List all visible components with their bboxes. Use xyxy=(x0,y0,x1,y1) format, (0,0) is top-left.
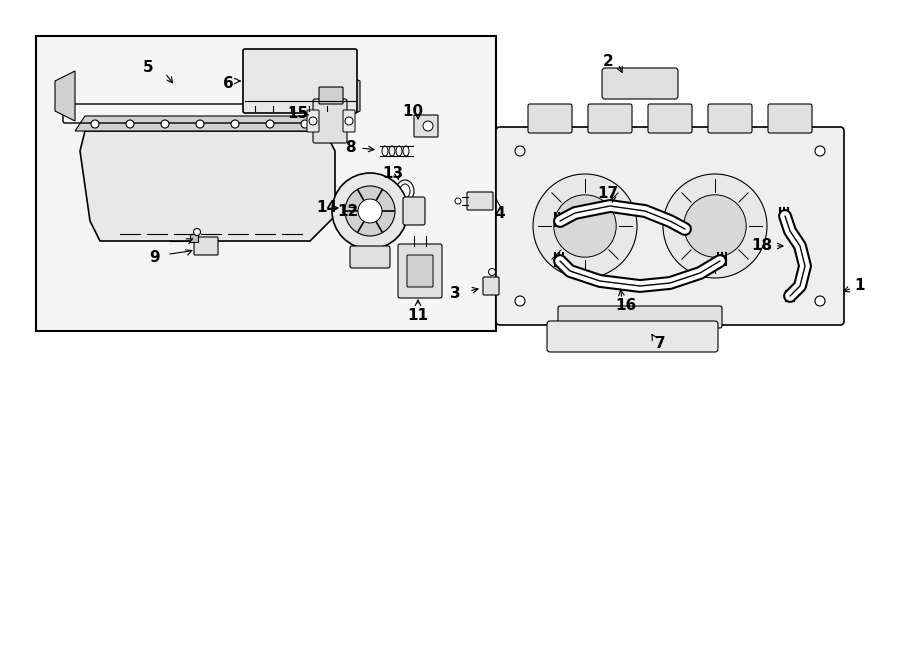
Circle shape xyxy=(301,120,309,128)
FancyBboxPatch shape xyxy=(496,127,844,325)
Text: 15: 15 xyxy=(287,106,309,120)
Circle shape xyxy=(196,120,204,128)
Text: 11: 11 xyxy=(408,309,428,323)
FancyBboxPatch shape xyxy=(414,115,438,137)
Circle shape xyxy=(515,296,525,306)
Circle shape xyxy=(91,120,99,128)
Circle shape xyxy=(489,268,496,276)
Circle shape xyxy=(554,195,616,257)
FancyBboxPatch shape xyxy=(313,99,347,143)
Text: 8: 8 xyxy=(345,141,356,155)
Circle shape xyxy=(533,174,637,278)
FancyBboxPatch shape xyxy=(194,237,218,255)
Circle shape xyxy=(194,229,201,235)
FancyBboxPatch shape xyxy=(483,277,499,295)
Text: 16: 16 xyxy=(616,299,636,313)
FancyBboxPatch shape xyxy=(343,110,355,132)
FancyBboxPatch shape xyxy=(36,36,496,331)
FancyBboxPatch shape xyxy=(528,104,572,133)
Circle shape xyxy=(332,173,408,249)
FancyBboxPatch shape xyxy=(708,104,752,133)
FancyBboxPatch shape xyxy=(350,246,390,268)
Text: 4: 4 xyxy=(495,206,505,221)
Text: 1: 1 xyxy=(855,278,865,293)
Circle shape xyxy=(515,146,525,156)
FancyBboxPatch shape xyxy=(243,49,357,113)
FancyBboxPatch shape xyxy=(547,321,718,352)
FancyBboxPatch shape xyxy=(648,104,692,133)
PathPatch shape xyxy=(80,131,335,241)
Circle shape xyxy=(231,120,239,128)
PathPatch shape xyxy=(55,71,75,121)
FancyBboxPatch shape xyxy=(407,255,433,287)
Circle shape xyxy=(266,120,274,128)
Circle shape xyxy=(815,296,825,306)
Circle shape xyxy=(309,117,317,125)
FancyBboxPatch shape xyxy=(588,104,632,133)
Circle shape xyxy=(126,120,134,128)
Text: 7: 7 xyxy=(654,336,665,350)
PathPatch shape xyxy=(75,116,345,131)
Circle shape xyxy=(815,146,825,156)
Text: 13: 13 xyxy=(382,167,403,182)
Text: 14: 14 xyxy=(317,200,338,215)
Circle shape xyxy=(345,186,395,236)
FancyBboxPatch shape xyxy=(558,306,722,328)
Circle shape xyxy=(423,121,433,131)
Ellipse shape xyxy=(364,182,376,220)
Ellipse shape xyxy=(684,227,692,235)
Text: 3: 3 xyxy=(450,286,460,301)
Text: 18: 18 xyxy=(752,239,772,254)
Circle shape xyxy=(684,195,746,257)
FancyBboxPatch shape xyxy=(467,192,493,210)
Text: 12: 12 xyxy=(338,204,358,219)
Circle shape xyxy=(455,198,461,204)
Text: 9: 9 xyxy=(149,251,160,266)
FancyBboxPatch shape xyxy=(768,104,812,133)
FancyBboxPatch shape xyxy=(602,68,678,99)
Circle shape xyxy=(358,199,382,223)
PathPatch shape xyxy=(340,71,360,121)
Circle shape xyxy=(336,120,344,128)
Text: 6: 6 xyxy=(222,75,233,91)
Circle shape xyxy=(161,120,169,128)
FancyBboxPatch shape xyxy=(319,87,343,104)
FancyBboxPatch shape xyxy=(403,197,425,225)
FancyBboxPatch shape xyxy=(307,110,319,132)
Circle shape xyxy=(663,174,767,278)
Text: 2: 2 xyxy=(603,54,614,69)
Text: 17: 17 xyxy=(598,186,618,202)
Circle shape xyxy=(345,117,353,125)
Text: 10: 10 xyxy=(402,104,424,118)
Text: 5: 5 xyxy=(143,61,153,75)
FancyBboxPatch shape xyxy=(398,244,442,298)
Ellipse shape xyxy=(400,184,410,198)
FancyBboxPatch shape xyxy=(190,234,198,242)
